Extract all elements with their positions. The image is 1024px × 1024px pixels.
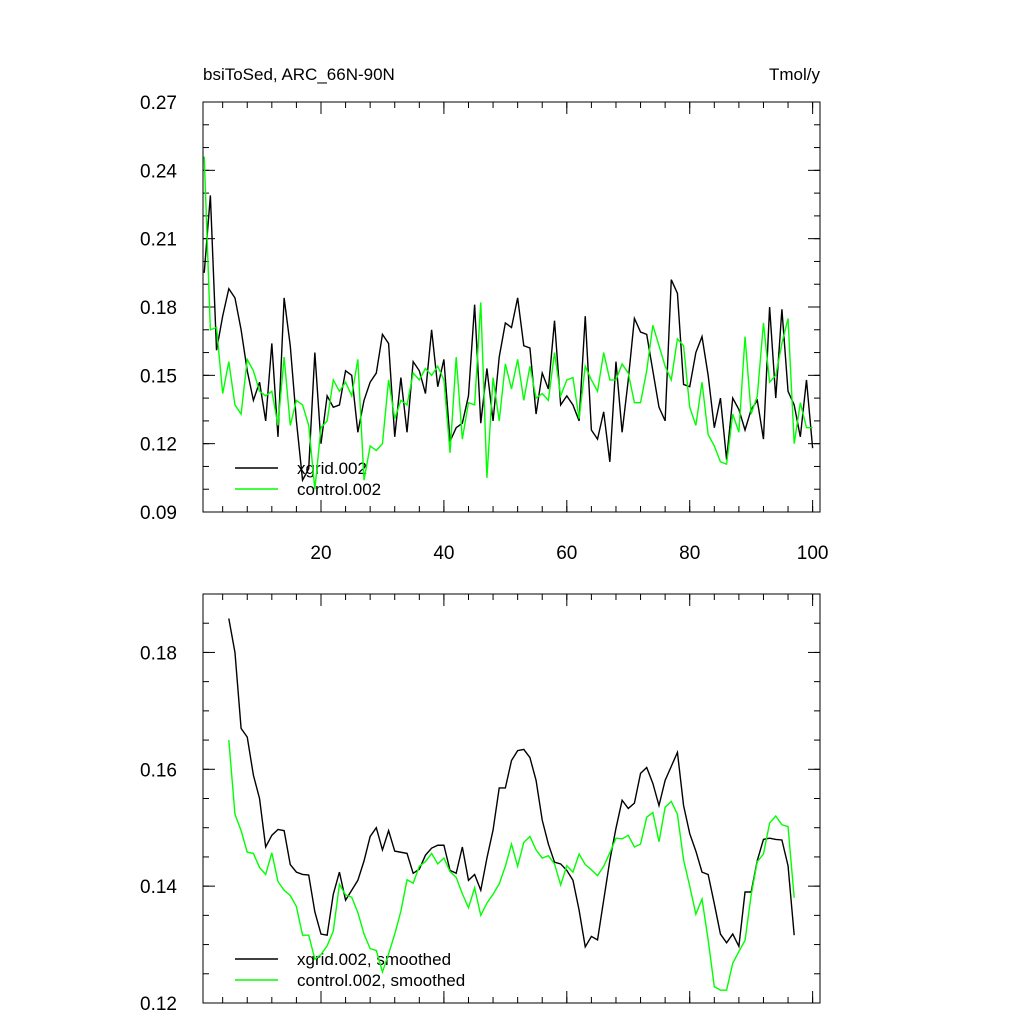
x-tick-label: 40 xyxy=(433,543,454,564)
x-tick-label: 100 xyxy=(797,543,829,564)
units-label: Tmol/y xyxy=(769,65,821,84)
x-tick-label: 80 xyxy=(679,543,700,564)
legend-label: xgrid.002, smoothed xyxy=(297,950,451,969)
legend-label: xgrid.002 xyxy=(297,459,367,478)
data-line xyxy=(203,195,814,483)
legend-label: control.002 xyxy=(297,480,381,499)
y-tick-label: 0.12 xyxy=(140,994,177,1015)
data-line xyxy=(203,156,813,490)
legend-label: control.002, smoothed xyxy=(297,971,465,990)
y-tick-label: 0.09 xyxy=(140,503,177,524)
chart-title: bsiToSed, ARC_66N-90N xyxy=(203,65,395,84)
y-tick-label: 0.24 xyxy=(140,161,177,182)
x-tick-label: 60 xyxy=(556,543,577,564)
y-tick-label: 0.12 xyxy=(140,435,177,456)
y-tick-label: 0.16 xyxy=(140,760,177,781)
y-tick-label: 0.27 xyxy=(140,93,177,114)
y-tick-label: 0.18 xyxy=(140,298,177,319)
plot-frame xyxy=(202,593,821,1004)
data-line xyxy=(228,618,795,949)
plot-frame xyxy=(202,101,821,513)
data-line xyxy=(228,740,795,991)
y-tick-label: 0.21 xyxy=(140,230,177,251)
y-tick-label: 0.15 xyxy=(140,366,177,387)
y-tick-label: 0.14 xyxy=(140,877,177,898)
x-tick-label: 20 xyxy=(310,543,331,564)
y-tick-label: 0.18 xyxy=(140,643,177,664)
